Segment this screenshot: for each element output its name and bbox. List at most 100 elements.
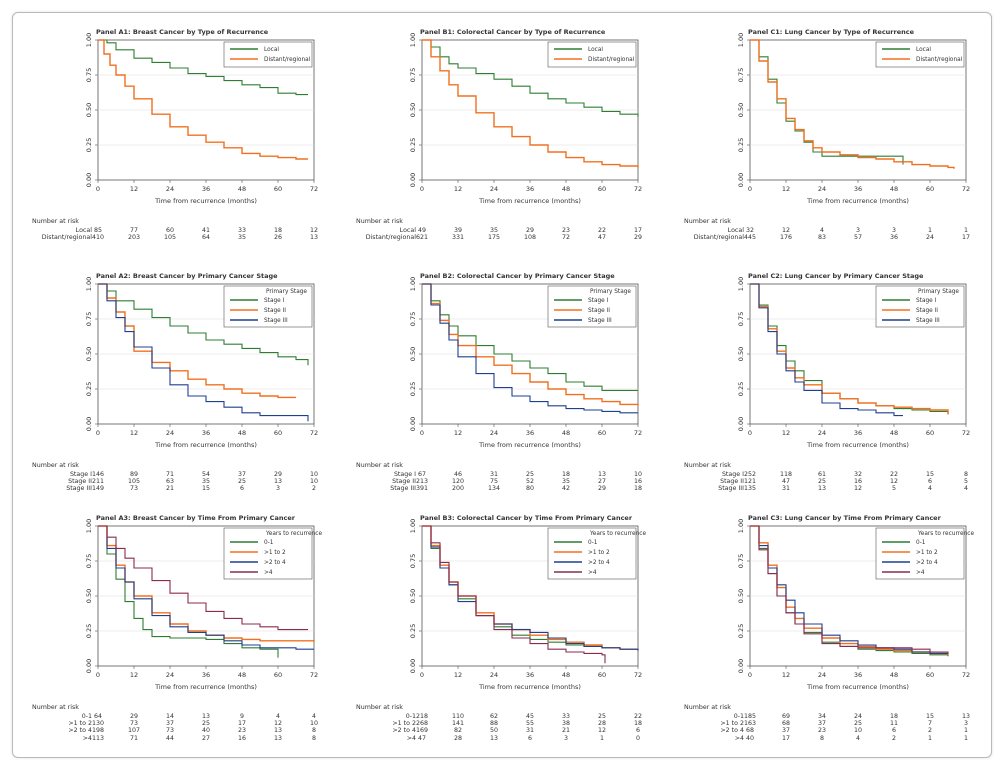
legend: Years to recurrence 0-1 >1 to 2 >2 to 4 >4: [875, 527, 974, 580]
risk-value: 40: [201, 727, 210, 735]
risk-value: 68: [745, 727, 754, 735]
risk-value: 185: [743, 713, 757, 720]
risk-value: 72: [561, 234, 570, 242]
km-curve-orange: [98, 525, 315, 643]
y-tick-label: 0.00: [85, 417, 93, 431]
risk-value: 13: [597, 471, 606, 478]
risk-value: 39: [453, 227, 462, 234]
risk-value: 331: [451, 234, 465, 242]
legend-box: [547, 41, 637, 68]
risk-value: 1: [599, 734, 604, 742]
risk-value: 85: [93, 227, 102, 234]
y-tick-label: 0.50: [85, 589, 93, 603]
risk-value: 18: [633, 485, 642, 493]
y-tick-label: 0.25: [409, 138, 417, 152]
risk-value: 6: [891, 727, 896, 735]
risk-row-label: Stage II: [68, 478, 92, 486]
y-tick-label: 0.75: [85, 554, 93, 568]
risk-value: 37: [237, 471, 246, 478]
risk-value: 12: [597, 727, 606, 735]
x-tick-label: 48: [890, 185, 898, 193]
risk-row-label: Stage I: [721, 471, 744, 478]
km-panel: Panel B1: Colorectal Cancer by Type of R…: [352, 22, 672, 272]
risk-value: 25: [237, 478, 246, 486]
risk-row-label: >1 to 2: [392, 720, 416, 728]
x-tick-label: 12: [782, 429, 790, 437]
risk-value: 130: [91, 720, 105, 728]
risk-value: 108: [523, 234, 537, 242]
legend-title: Primary Stage: [590, 289, 631, 295]
risk-value: 35: [561, 478, 570, 486]
risk-value: 16: [633, 478, 642, 486]
risk-value: 3: [563, 734, 568, 742]
y-tick-label: 1.00: [409, 277, 417, 291]
y-tick-label: 1.00: [409, 519, 417, 533]
km-panel: Panel C3: Lung Cancer by Time From Prima…: [680, 508, 1000, 758]
risk-value: 34: [817, 713, 826, 720]
risk-value: 107: [127, 727, 141, 735]
risk-value: 134: [487, 485, 501, 493]
risk-value: 15: [925, 713, 934, 720]
legend: Local Distant/regional: [875, 41, 965, 68]
legend-entry: Distant/regional: [916, 57, 963, 63]
risk-value: 2: [927, 727, 932, 735]
y-tick-label: 0.50: [737, 589, 745, 603]
risk-value: 10: [633, 471, 642, 478]
y-tick-label: 1.00: [737, 33, 745, 47]
x-tick-label: 72: [962, 185, 970, 193]
risk-row-label: >4: [734, 734, 744, 742]
risk-value: 60: [165, 227, 174, 234]
risk-value: 25: [853, 720, 862, 728]
risk-value: 24: [925, 234, 934, 242]
legend: Years to recurrence 0-1 >1 to 2 >2 to 4 >4: [547, 527, 646, 580]
panel-title: Panel A1: Breast Cancer by Type of Recur…: [96, 28, 269, 36]
risk-value: 35: [237, 234, 246, 242]
y-tick-label: 0.50: [409, 589, 417, 603]
risk-value: 57: [853, 234, 862, 242]
risk-row-label: Stage II: [392, 478, 416, 486]
y-tick-label: 0.50: [409, 347, 417, 361]
km-plot-svg: Panel C3: Lung Cancer by Time From Prima…: [737, 514, 974, 691]
risk-value: 50: [489, 727, 498, 735]
y-tick-label: 0.00: [737, 173, 745, 187]
risk-value: 175: [487, 234, 501, 242]
risk-value: 23: [817, 727, 826, 735]
risk-value: 15: [201, 485, 210, 493]
legend-entry: Stage II: [264, 308, 286, 314]
y-tick-label: 0.75: [409, 68, 417, 82]
legend: Primary Stage Stage I Stage II Stage III: [547, 285, 637, 328]
risk-value: 13: [309, 234, 318, 242]
km-panel: Panel B2: Colorectal Cancer by Primary C…: [352, 266, 672, 516]
km-plot-svg: Panel C1: Lung Cancer by Type of Recurre…: [737, 28, 970, 205]
risk-value: 13: [201, 713, 210, 720]
risk-value: 37: [165, 720, 174, 728]
risk-value: 64: [201, 234, 210, 242]
risk-row-label: Stage III: [718, 485, 744, 493]
risk-value: 17: [633, 227, 642, 234]
risk-value: 1: [963, 734, 968, 742]
risk-value: 32: [745, 227, 754, 234]
risk-value: 4: [927, 485, 932, 493]
km-curve-blue: [750, 283, 903, 417]
y-tick-label: 0.50: [85, 347, 93, 361]
risk-value: 41: [201, 227, 210, 234]
y-tick-label: 0.50: [737, 103, 745, 117]
risk-value: 23: [561, 227, 570, 234]
risk-row-label: Distant/regional: [365, 234, 416, 242]
risk-value: 2: [311, 485, 316, 493]
x-axis-label: Time from recurrence (months): [154, 197, 257, 205]
risk-value: 31: [525, 727, 534, 735]
km-plot-svg: Panel C2: Lung Cancer by Primary Cancer …: [737, 272, 970, 449]
risk-value: 113: [91, 734, 105, 742]
x-tick-label: 24: [490, 429, 498, 437]
km-panel: Panel A1: Breast Cancer by Type of Recur…: [28, 22, 348, 272]
y-tick-label: 0.75: [85, 312, 93, 326]
risk-value: 13: [961, 713, 970, 720]
y-tick-label: 0.75: [737, 68, 745, 82]
x-axis-label: Time from recurrence (months): [806, 197, 909, 205]
risk-value: 4: [275, 713, 280, 720]
risk-row-label: Local: [399, 227, 416, 234]
km-panel: Panel A3: Breast Cancer by Time From Pri…: [28, 508, 348, 758]
km-curve-purple: [422, 525, 606, 664]
risk-value: 105: [127, 478, 141, 486]
